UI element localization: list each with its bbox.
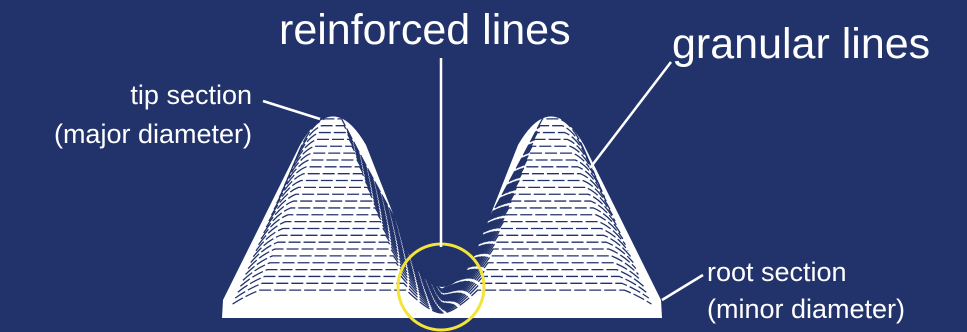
granular-hatch-line xyxy=(265,200,619,302)
leader-lines xyxy=(262,58,704,302)
granular-lines-label: granular lines xyxy=(672,20,931,68)
granular-hatch-line xyxy=(291,131,593,292)
granular-leader xyxy=(589,61,672,169)
granular-hatch-lines xyxy=(232,118,652,314)
granular-hatch-line xyxy=(260,214,624,304)
granular-hatch-line xyxy=(232,289,652,314)
reinforced-lines-label: reinforced lines xyxy=(279,6,571,54)
granular-hatch-line xyxy=(257,220,627,305)
granular-hatch-line xyxy=(278,166,606,297)
granular-hatch-line xyxy=(263,207,621,303)
granular-hatch-line xyxy=(252,234,632,306)
granular-hatch-line xyxy=(255,227,629,306)
granular-hatch-line xyxy=(296,118,588,290)
tip-leader xyxy=(262,99,321,121)
granular-hatch-line xyxy=(247,248,637,308)
tip-section-label: tip section (major diameter) xyxy=(54,76,252,154)
granular-hatch-line xyxy=(239,268,645,311)
granular-hatch-line xyxy=(250,241,634,307)
granular-hatch-line xyxy=(242,262,642,310)
granular-hatch-line xyxy=(276,173,608,298)
root-section-subtitle: (minor diameter) xyxy=(707,294,906,324)
granular-hatch-line xyxy=(237,275,647,312)
granular-hatch-line xyxy=(273,179,611,299)
tip-section-title: tip section xyxy=(130,80,252,110)
root-section-label: root section (minor diameter) xyxy=(707,254,905,328)
granular-hatch-line xyxy=(234,282,650,313)
root-section-title: root section xyxy=(707,257,847,287)
root-leader xyxy=(661,273,704,302)
tip-section-subtitle: (major diameter) xyxy=(53,119,252,149)
granular-hatch-line xyxy=(245,255,639,309)
granular-hatch-line xyxy=(286,145,598,294)
granular-hatch-line xyxy=(268,193,616,301)
granular-hatch-line xyxy=(281,159,603,296)
granular-hatch-line xyxy=(270,186,614,300)
granular-hatch-line xyxy=(294,125,590,291)
granular-hatch-line xyxy=(289,138,595,293)
